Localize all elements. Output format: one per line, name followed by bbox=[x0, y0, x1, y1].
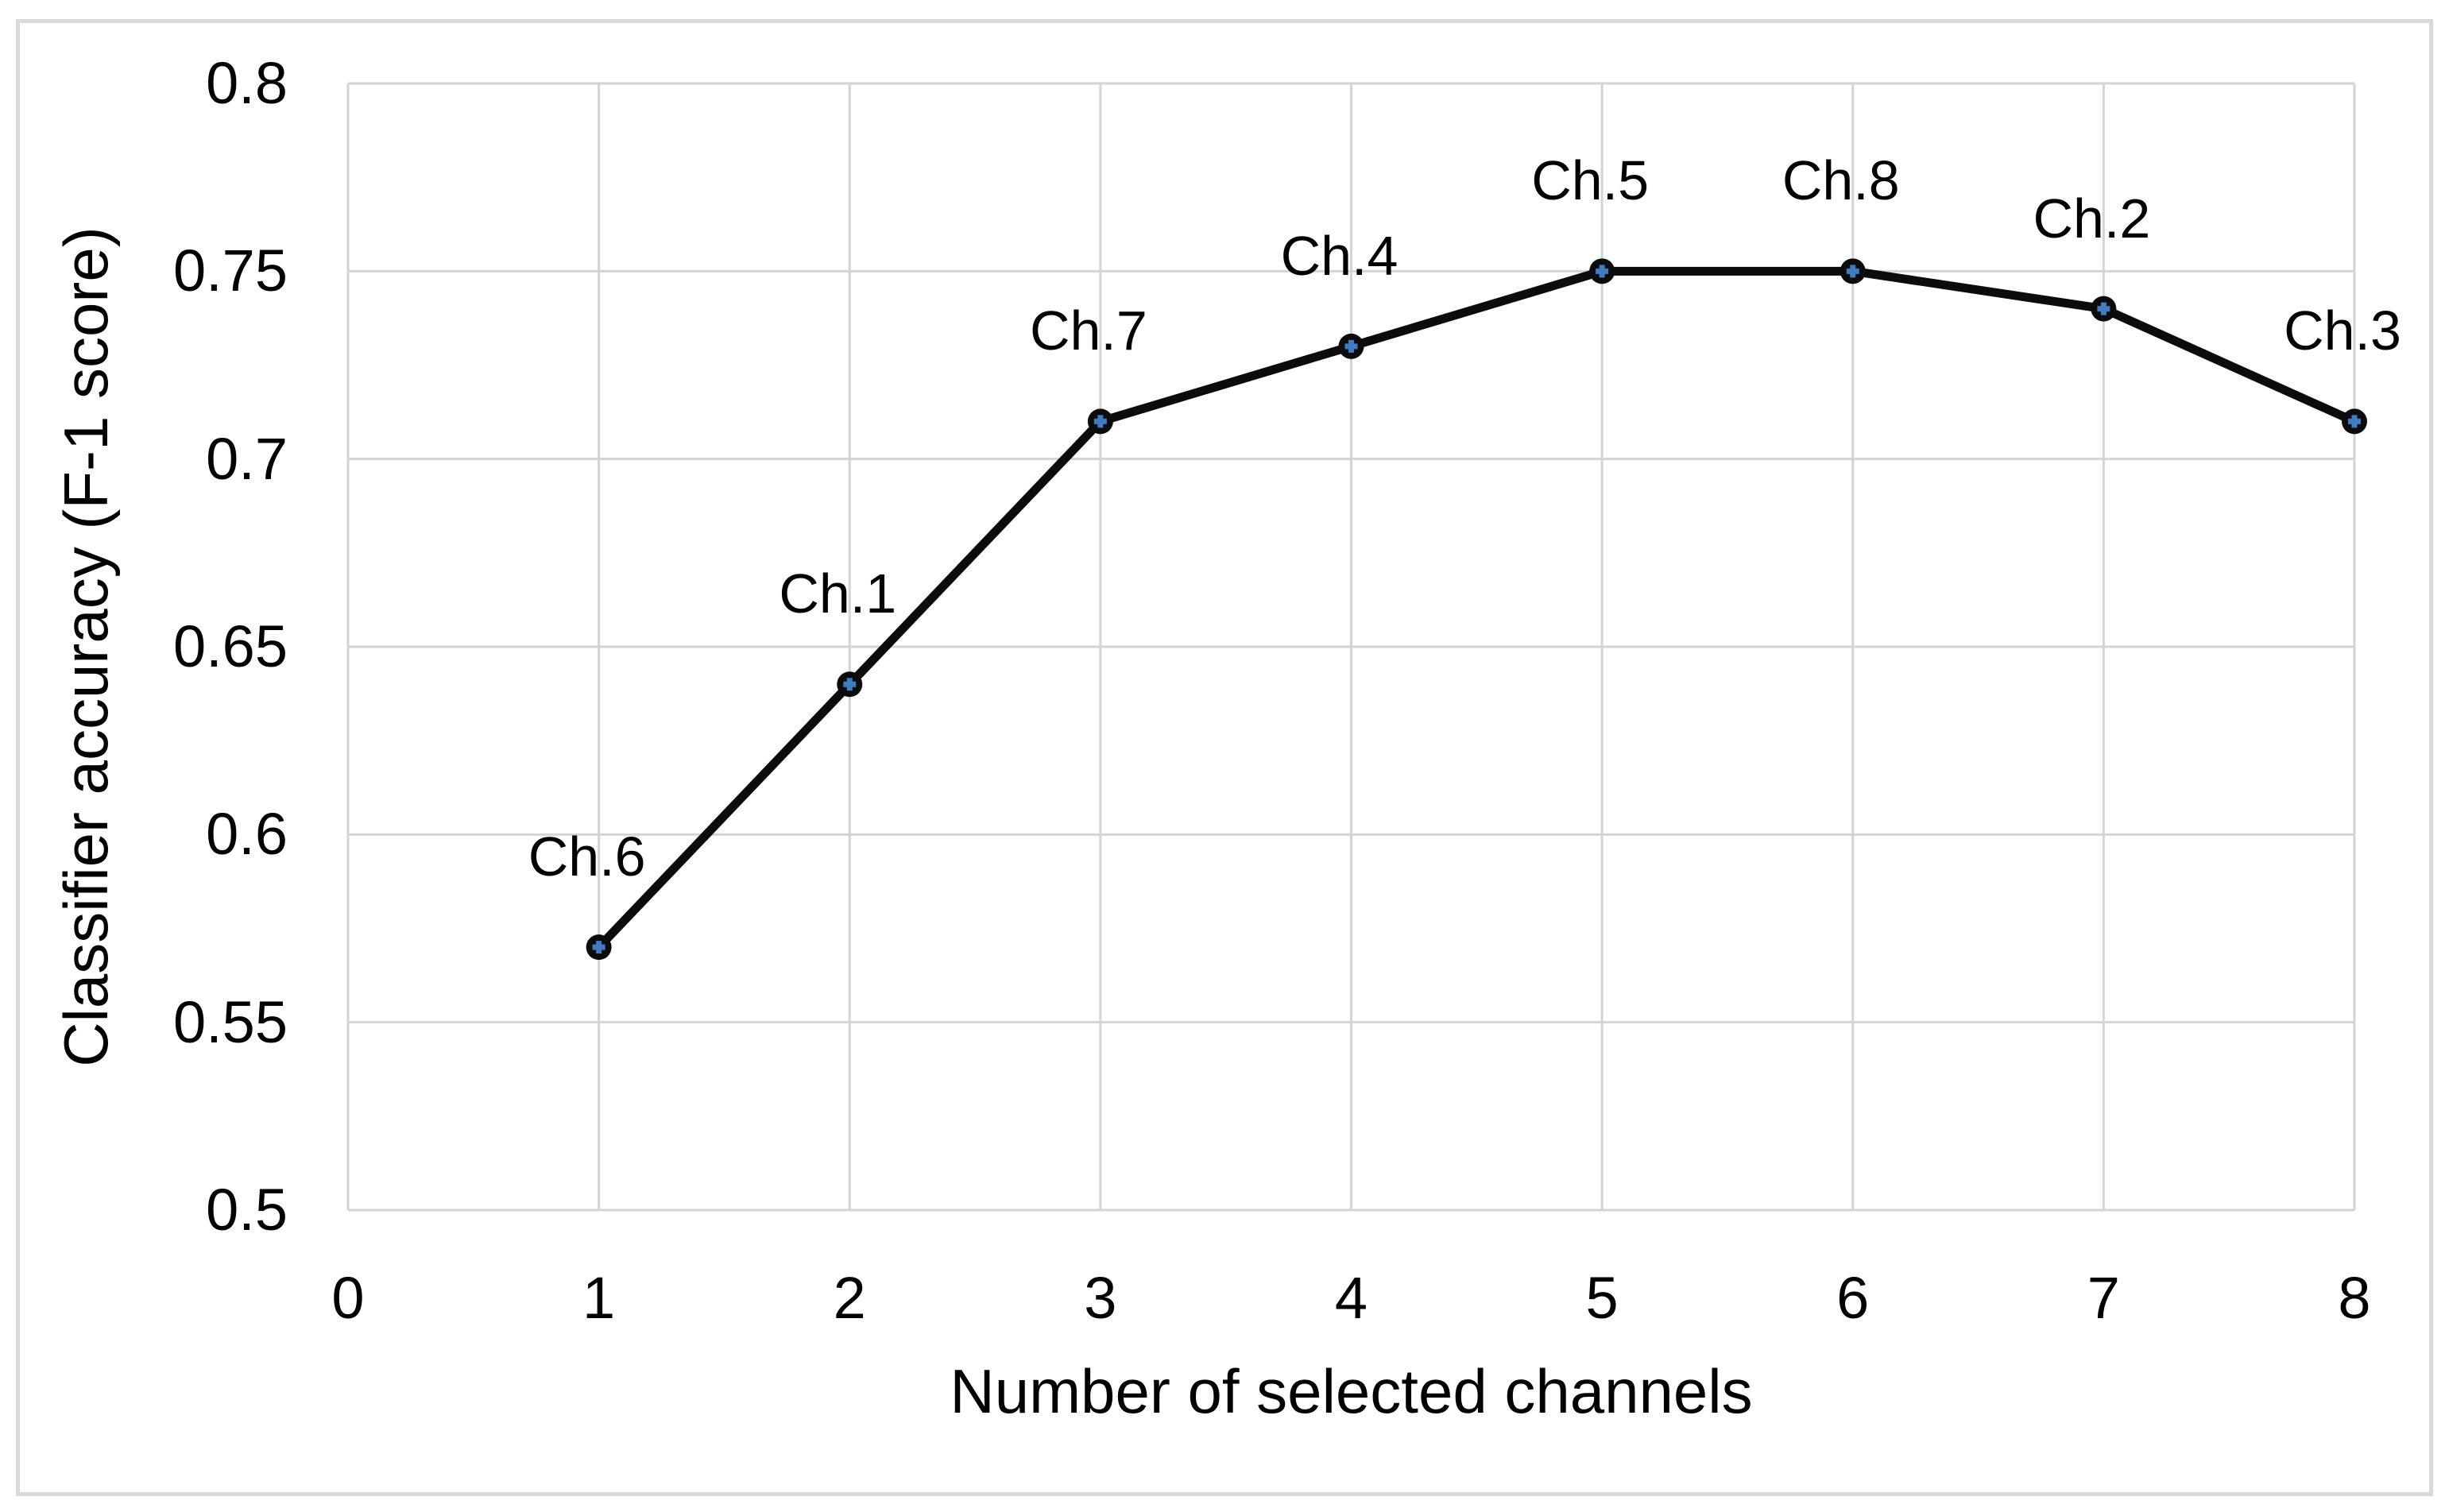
marker-cross-icon bbox=[1596, 265, 1609, 278]
y-tick-label: 0.6 bbox=[206, 801, 288, 868]
y-tick-label: 0.55 bbox=[172, 988, 288, 1055]
marker-cross-icon bbox=[843, 678, 857, 691]
marker-cross-icon bbox=[1093, 415, 1107, 428]
marker-cross-icon bbox=[592, 941, 605, 954]
marker-cross-icon bbox=[2348, 415, 2361, 428]
data-point-label: Ch.7 bbox=[1029, 300, 1147, 362]
data-point-label: Ch.5 bbox=[1531, 149, 1650, 212]
x-tick-label: 7 bbox=[2087, 1265, 2120, 1331]
data-point-label: Ch.1 bbox=[779, 563, 897, 625]
data-point-label: Ch.4 bbox=[1280, 224, 1399, 287]
marker-cross-icon bbox=[1846, 265, 1859, 278]
x-axis-title: Number of selected channels bbox=[950, 1356, 1753, 1426]
x-tick-label: 1 bbox=[582, 1265, 616, 1331]
marker-cross-icon bbox=[1344, 339, 1358, 353]
marker-cross-icon bbox=[2097, 302, 2110, 315]
data-point-label: Ch.2 bbox=[2033, 187, 2151, 249]
series-line bbox=[594, 266, 2359, 952]
x-tick-label: 0 bbox=[331, 1265, 365, 1331]
data-point-label: Ch.8 bbox=[1782, 149, 1900, 212]
x-tick-label: 6 bbox=[1836, 1265, 1870, 1331]
x-tick-label: 2 bbox=[833, 1265, 866, 1331]
data-point-label: Ch.3 bbox=[2284, 300, 2401, 362]
y-tick-label: 0.8 bbox=[206, 50, 288, 116]
x-tick-label: 8 bbox=[2338, 1265, 2371, 1331]
y-tick-label: 0.7 bbox=[206, 425, 288, 492]
y-tick-label: 0.65 bbox=[172, 613, 288, 679]
data-point-label: Ch.6 bbox=[528, 826, 646, 888]
y-tick-label: 0.75 bbox=[172, 238, 288, 304]
y-tick-label: 0.5 bbox=[206, 1177, 288, 1243]
y-axis-title: Classifier accuracy (F-1 score) bbox=[51, 226, 121, 1067]
x-tick-label: 3 bbox=[1084, 1265, 1117, 1331]
x-tick-label: 4 bbox=[1334, 1265, 1368, 1331]
x-tick-label: 5 bbox=[1585, 1265, 1619, 1331]
